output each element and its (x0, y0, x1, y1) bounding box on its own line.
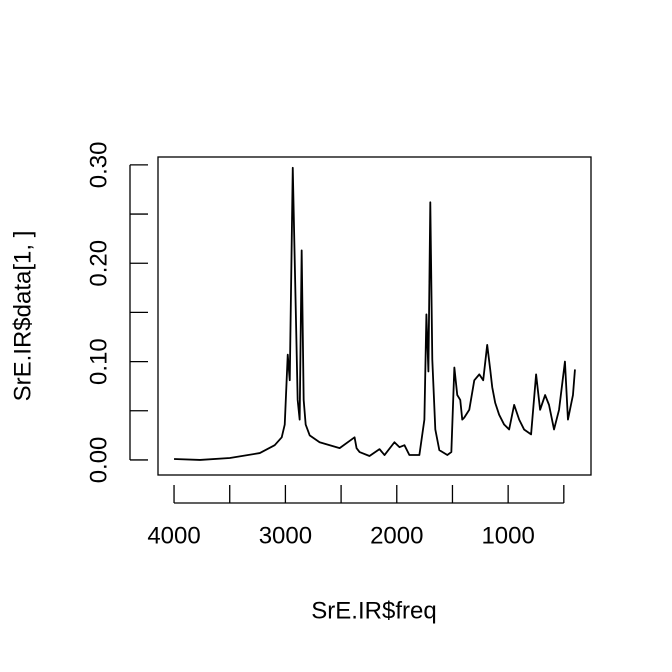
x-tick-label: 3000 (259, 522, 312, 549)
x-tick-label: 1000 (481, 522, 534, 549)
y-tick-label: 0.10 (85, 338, 112, 385)
y-axis-label: SrE.IR$data[1, ] (9, 231, 36, 402)
x-tick-label: 4000 (147, 522, 200, 549)
y-tick-label: 0.00 (85, 437, 112, 484)
x-tick-label: 2000 (370, 522, 423, 549)
y-tick-label: 0.30 (85, 142, 112, 189)
spectrum-line (174, 166, 576, 461)
y-tick-label: 0.20 (85, 240, 112, 287)
x-axis-label: SrE.IR$freq (311, 597, 436, 624)
plot-box (157, 156, 592, 476)
